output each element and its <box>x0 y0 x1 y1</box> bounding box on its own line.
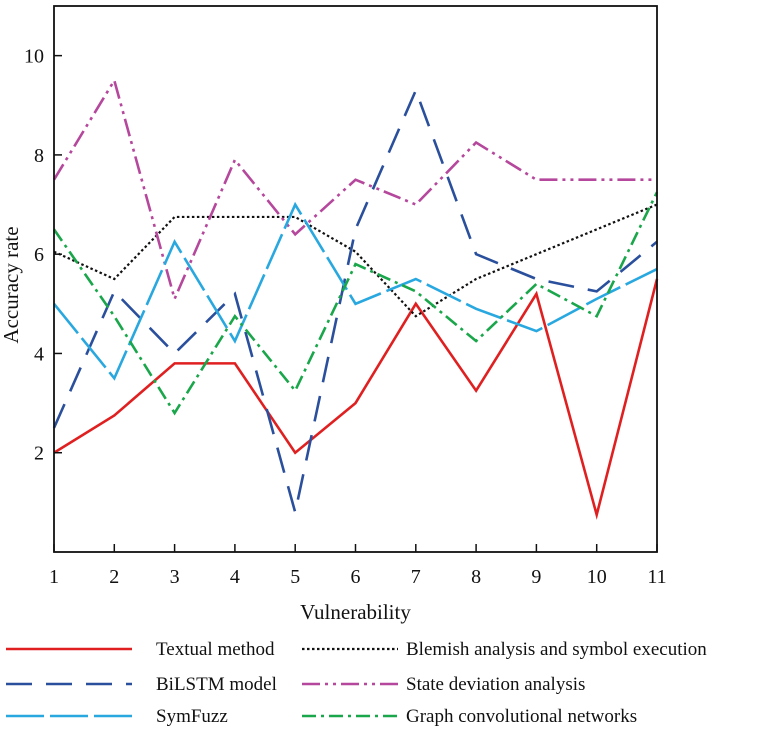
y-tick-label: 6 <box>34 244 44 266</box>
legend-label: State deviation analysis <box>406 674 585 695</box>
y-tick-label: 2 <box>34 443 44 465</box>
y-tick-label: 4 <box>34 343 44 365</box>
axes: 1 2 3 4 5 6 7 8 9 10 11 2 4 6 8 10 <box>24 5 667 588</box>
x-tick-label: 5 <box>290 566 300 588</box>
plot-frame <box>53 5 658 553</box>
legend-label: Blemish analysis and symbol execution <box>406 639 707 660</box>
legend-label: Graph convolutional networks <box>406 706 637 727</box>
x-tick-label: 6 <box>351 566 361 588</box>
legend: Textual method Blemish analysis and symbo… <box>6 639 707 727</box>
legend-label: SymFuzz <box>156 706 228 727</box>
plot-area <box>52 77 659 520</box>
series-line-bilstm-model <box>52 86 658 513</box>
series-line-symfuzz <box>52 201 658 381</box>
series-line-state-deviation-analysis <box>52 77 657 303</box>
x-tick-label: 2 <box>109 566 119 588</box>
x-tick-label: 8 <box>471 566 481 588</box>
x-tick-label: 4 <box>230 566 240 588</box>
y-tick-label: 10 <box>24 46 44 68</box>
x-tick-label: 7 <box>411 566 421 588</box>
legend-label: Textual method <box>156 639 275 660</box>
y-tick-label: 8 <box>34 145 44 167</box>
x-tick-label: 10 <box>587 566 607 588</box>
series-line-graph-convolutional-networks <box>52 191 659 416</box>
legend-label: BiLSTM model <box>156 674 277 695</box>
x-tick-label: 1 <box>49 566 59 588</box>
x-tick-label: 3 <box>170 566 180 588</box>
y-axis-title: Accuracy rate <box>0 226 23 343</box>
x-tick-label: 11 <box>647 566 666 588</box>
x-tick-label: 9 <box>531 566 541 588</box>
x-axis-title: Vulnerability <box>300 600 411 624</box>
